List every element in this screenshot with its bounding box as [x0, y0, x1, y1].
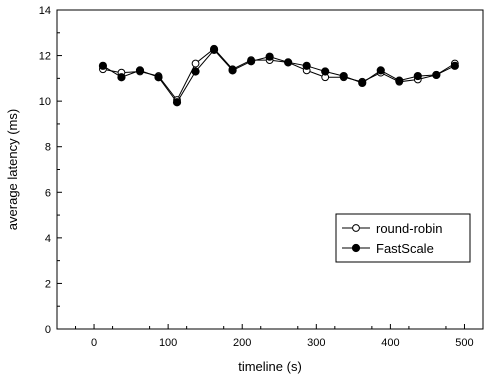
y-tick-label: 14: [39, 5, 51, 17]
y-tick-label: 12: [39, 51, 51, 63]
data-point: [265, 52, 274, 61]
legend-marker: [351, 243, 361, 253]
legend-item: round-robin: [342, 221, 443, 236]
data-point: [358, 78, 367, 88]
y-axis-title: average latency (ms): [5, 109, 20, 230]
legend-marker: [352, 224, 360, 232]
data-point: [117, 73, 126, 82]
series-layer: [98, 44, 459, 107]
data-point: [302, 61, 311, 70]
series-round-robin: [99, 44, 459, 104]
x-tick-label: 100: [159, 337, 177, 349]
data-point: [432, 70, 441, 80]
legend-label: round-robin: [376, 221, 443, 236]
data-point: [321, 67, 330, 76]
y-tick-label: 0: [45, 324, 51, 336]
x-tick-label: 400: [381, 337, 399, 349]
x-tick-label: 0: [91, 337, 97, 349]
legend: round-robin FastScale: [335, 213, 471, 263]
y-tick-label: 6: [45, 187, 51, 199]
data-point: [339, 71, 348, 81]
y-axis: 0 2 4 6 8 10 12 14: [39, 5, 62, 336]
data-point: [247, 57, 256, 66]
data-point: [172, 98, 182, 107]
legend-label: FastScale: [376, 241, 434, 256]
data-point: [284, 58, 293, 67]
y-tick-label: 2: [45, 278, 51, 290]
data-point: [209, 45, 219, 54]
x-axis: 0 100 200 300 400 500: [75, 324, 474, 349]
data-point: [191, 67, 200, 76]
y-tick-label: 10: [39, 96, 51, 108]
legend-item: FastScale: [342, 241, 434, 256]
legend-box: [335, 213, 471, 263]
series-fastscale: [98, 45, 459, 107]
data-point: [98, 61, 108, 70]
data-point: [154, 73, 163, 82]
data-point: [395, 76, 404, 85]
data-point: [413, 71, 422, 81]
x-axis-title: timeline (s): [238, 359, 302, 374]
y-tick-label: 4: [45, 233, 51, 245]
x-tick-label: 500: [455, 337, 473, 349]
y-tick-label: 8: [45, 142, 51, 154]
data-point: [376, 66, 385, 75]
x-tick-label: 200: [233, 337, 251, 349]
x-tick-label: 300: [307, 337, 325, 349]
data-point: [191, 59, 200, 68]
data-point: [135, 66, 145, 75]
data-point: [228, 66, 237, 75]
data-point: [450, 61, 459, 70]
